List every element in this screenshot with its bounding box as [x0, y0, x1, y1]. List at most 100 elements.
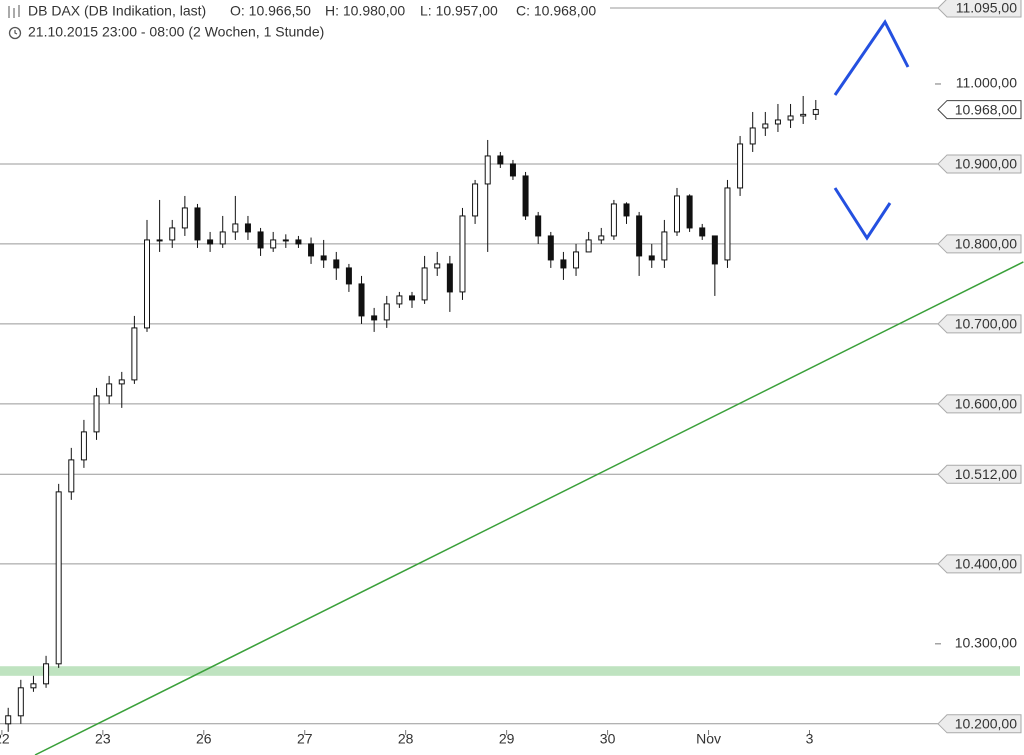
title: DB DAX (DB Indikation, last): [28, 3, 206, 19]
candle-body: [345, 267, 352, 285]
candle-body: [169, 227, 176, 241]
level-label: 10.800,00: [955, 236, 1017, 252]
candle-body: [194, 207, 201, 241]
candle-body: [396, 295, 403, 305]
candle-body: [421, 267, 428, 301]
x-tick-label: 27: [297, 731, 313, 747]
candle-icon: [8, 5, 20, 18]
candle-body: [774, 119, 781, 125]
level-box: [937, 234, 1022, 254]
level-box: [937, 0, 1022, 18]
candle-body: [434, 263, 441, 269]
candle-body: [118, 379, 125, 385]
candle-body: [598, 235, 605, 241]
x-tick-label: 28: [398, 731, 414, 747]
candle-body: [686, 195, 693, 229]
candle-body: [762, 123, 769, 129]
x-tick-label: 30: [600, 731, 616, 747]
candle-body: [800, 113, 807, 117]
arrow-up: [833, 19, 910, 96]
candle-body: [636, 215, 643, 257]
level-box: [937, 314, 1022, 334]
candle-body: [661, 231, 668, 261]
ohlc-high: H: 10.980,00: [325, 3, 405, 19]
y-tick-label: 11.000,00: [956, 75, 1017, 91]
candle-body: [547, 235, 554, 261]
ohlc-close: C: 10.968,00: [516, 3, 596, 19]
trendline: [34, 261, 1024, 755]
candle-body: [509, 163, 516, 177]
level-label: 10.900,00: [955, 156, 1017, 172]
level-label: 10.700,00: [955, 316, 1017, 332]
candle-body: [131, 327, 138, 381]
candle-body: [244, 223, 251, 233]
level-label: 10.200,00: [955, 716, 1017, 732]
candle-body: [648, 255, 655, 261]
candle-body: [181, 207, 188, 229]
x-tick-label: Nov: [696, 731, 721, 747]
candle-body: [787, 115, 794, 121]
candle-body: [80, 431, 87, 461]
x-tick-label: 23: [95, 731, 111, 747]
clock-icon: [8, 26, 22, 40]
level-box: [937, 394, 1022, 414]
level-label: 10.600,00: [955, 396, 1017, 412]
candle-body: [812, 109, 819, 115]
candle-body: [282, 239, 289, 242]
candle-body: [585, 239, 592, 253]
candle-body: [749, 127, 756, 145]
candle-body: [270, 239, 277, 249]
x-tick-label: 3: [806, 731, 814, 747]
candle-body: [43, 663, 50, 685]
level-label: 11.095,00: [956, 0, 1017, 16]
candle-body: [371, 315, 378, 321]
ohlc-open: O: 10.966,50: [230, 3, 311, 19]
candle-body: [17, 687, 24, 717]
candle-body: [257, 231, 264, 249]
candle-body: [106, 383, 113, 397]
candle-body: [560, 259, 567, 269]
candle-body: [711, 235, 718, 265]
candle-body: [497, 155, 504, 165]
candle-body: [699, 227, 706, 237]
x-tick-label: 29: [499, 731, 515, 747]
candle-body: [535, 215, 542, 237]
candle-body: [737, 143, 744, 189]
candle-body: [55, 491, 62, 665]
candle-body: [383, 303, 390, 321]
x-tick-label: 22: [0, 731, 10, 747]
level-label: 10.512,00: [955, 466, 1017, 482]
candle-body: [408, 295, 415, 301]
candle-body: [610, 203, 617, 237]
price-marker-label: 10.968,00: [955, 101, 1017, 117]
candle-body: [219, 231, 226, 245]
candle-body: [30, 683, 37, 689]
level-box: [937, 154, 1022, 174]
candle-body: [472, 183, 479, 217]
header-bg: [0, 0, 610, 44]
candle-body: [320, 255, 327, 261]
price-marker-box: [937, 100, 1022, 120]
y-tick-label: 10.300,00: [955, 635, 1017, 651]
candle-body: [232, 223, 239, 233]
candle-body: [93, 395, 100, 433]
candle-body: [333, 259, 340, 269]
level-label: 10.400,00: [955, 556, 1017, 572]
clock-hands: [14, 30, 18, 35]
support-zone: [0, 666, 1020, 676]
ohlc-low: L: 10.957,00: [420, 3, 498, 19]
candle-body: [308, 243, 315, 257]
level-box: [937, 554, 1022, 574]
candle-body: [446, 263, 453, 293]
candle-body: [156, 239, 163, 242]
arrow-down: [833, 187, 892, 241]
candle-body: [295, 239, 302, 245]
candle-body: [673, 195, 680, 233]
subtitle: 21.10.2015 23:00 - 08:00 (2 Wochen, 1 St…: [28, 24, 324, 40]
candle-body: [5, 715, 12, 725]
candle-body: [484, 155, 491, 185]
candle-body: [144, 239, 151, 329]
candle-body: [522, 175, 529, 217]
